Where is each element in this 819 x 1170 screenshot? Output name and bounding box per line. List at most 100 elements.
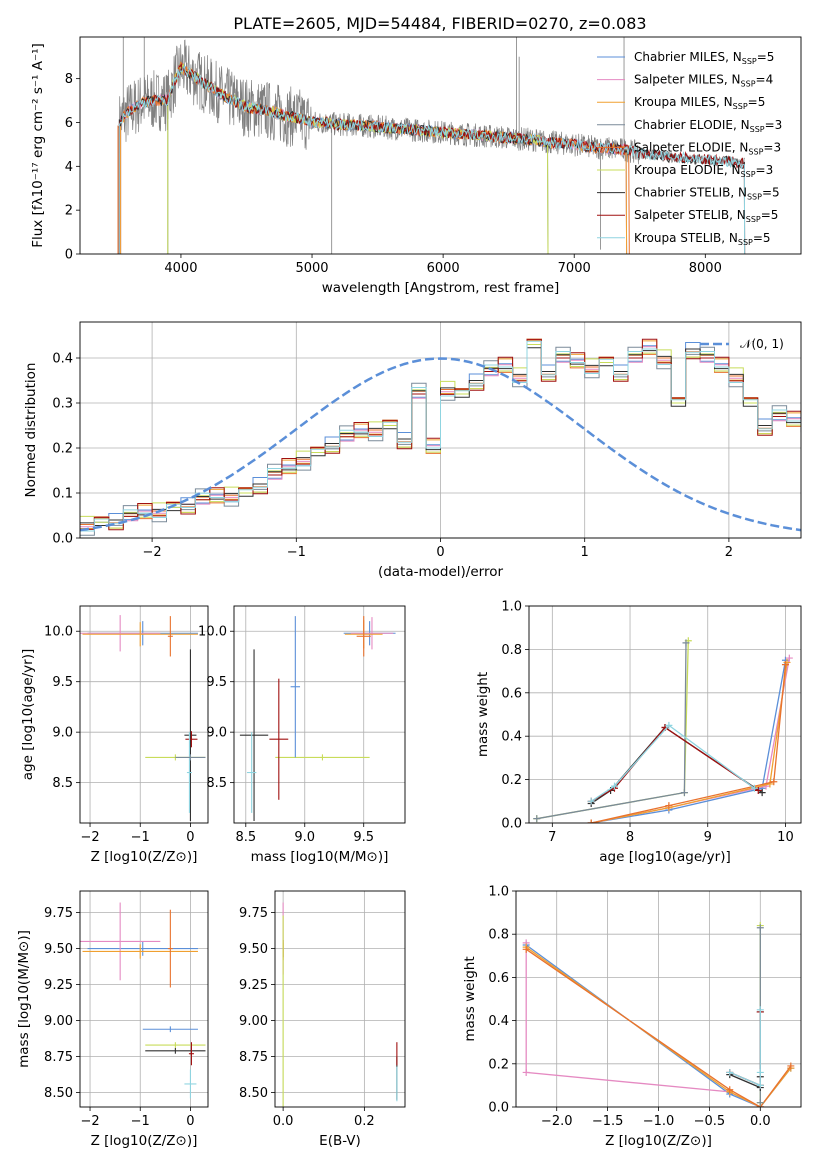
x-axis-label: Z [log10(Z/Z⊙)]	[91, 1133, 198, 1149]
plot-area	[522, 922, 795, 1107]
y-tick-label: 9.50	[239, 942, 268, 957]
x-tick-label: 4000	[164, 261, 197, 276]
plot-area	[117, 37, 746, 254]
y-tick-label: 9.50	[44, 942, 73, 957]
y-tick-label: 0.6	[501, 686, 522, 701]
plot-area	[80, 338, 801, 536]
legend-label: Salpeter ELODIE, NSSP=3	[634, 140, 781, 156]
panel-age_vs_Z: −2 −1 0 8.5 9.0 9.5 10.0 Z [log10(Z/Z⊙)] age [lo…	[20, 605, 209, 865]
x-tick-label: −1.5	[592, 1114, 624, 1129]
axes-frame	[79, 890, 209, 1108]
x-tick-label: −1	[131, 830, 150, 845]
x-tick-label: 8.5	[235, 830, 256, 845]
legend-label: 𝒩(0, 1)	[740, 337, 784, 351]
error-bar-point	[80, 902, 161, 981]
histogram-step-line	[80, 340, 801, 532]
error-bar-point	[184, 1069, 197, 1099]
x-tick-label: 8000	[689, 261, 722, 276]
plot-area	[282, 902, 398, 1107]
error-bar-point	[145, 1047, 206, 1054]
axes-frame	[515, 890, 802, 1108]
y-tick-label: 4	[65, 160, 73, 175]
y-tick-label: 10.0	[44, 625, 73, 640]
y-axis-label: mass [log10(M/M⊙)]	[16, 930, 32, 1068]
x-axis-label: E(B-V)	[319, 1133, 361, 1149]
x-axis-label: Z [log10(Z/Z⊙)]	[605, 1133, 712, 1149]
y-tick-label: 0.2	[501, 773, 522, 788]
y-tick-label: 8.75	[239, 1050, 268, 1065]
y-axis-label: mass weight	[462, 956, 478, 1041]
y-tick-label: 1.0	[501, 600, 522, 615]
x-axis-label: Z [log10(Z/Z⊙)]	[91, 849, 198, 865]
y-tick-label: 9.25	[239, 978, 268, 993]
x-tick-label: 9.5	[353, 830, 374, 845]
weight-marker	[665, 721, 673, 729]
axes-frame	[528, 605, 802, 824]
figure-title: PLATE=2605, MJD=54484, FIBERID=0270, z=0…	[233, 14, 646, 33]
y-tick-label: 0.0	[52, 532, 73, 547]
error-bar-point	[350, 617, 394, 650]
weight-marker	[754, 786, 762, 794]
legend-label: Kroupa STELIB, NSSP=5	[634, 231, 771, 247]
error-bar-point	[145, 1042, 206, 1048]
weight-marker	[665, 802, 673, 810]
weight-marker	[726, 1068, 734, 1076]
x-tick-label: 0.0	[750, 1114, 771, 1129]
y-tick-label: 2	[65, 204, 73, 219]
y-axis-label: Flux [fλ10⁻¹⁷ erg cm⁻² s⁻¹ A⁻¹]	[30, 43, 46, 248]
x-tick-label: −1	[131, 1114, 150, 1129]
y-tick-label: 0.3	[52, 397, 73, 412]
weight-marker	[682, 639, 690, 647]
y-tick-label: 8	[65, 72, 73, 87]
axes-frame	[79, 36, 802, 255]
x-tick-label: −2.0	[541, 1114, 573, 1129]
y-tick-label: 0	[65, 248, 73, 263]
weight-line	[591, 664, 787, 823]
x-tick-label: 8	[626, 830, 634, 845]
axes-frame	[233, 605, 406, 824]
x-tick-label: 10	[777, 830, 794, 845]
y-tick-label: 0.0	[488, 1101, 509, 1116]
error-bar-point	[246, 732, 257, 813]
x-tick-label: 0	[186, 830, 194, 845]
error-bar-point	[80, 615, 161, 652]
x-tick-label: 9	[704, 830, 712, 845]
x-axis-label: (data-model)/error	[378, 564, 504, 580]
error-bar-point	[269, 678, 289, 800]
error-bar-point	[356, 616, 371, 657]
y-tick-label: 8.50	[44, 1086, 73, 1101]
y-tick-label: 8.50	[239, 1086, 268, 1101]
plot-area	[80, 902, 206, 1099]
x-tick-label: −1.0	[643, 1114, 675, 1129]
x-tick-label: 0.2	[354, 1114, 375, 1129]
y-tick-label: 0.1	[52, 487, 73, 502]
x-tick-label: −2	[80, 830, 99, 845]
y-axis-label: age [log10(age/yr)]	[20, 649, 36, 781]
weight-marker	[785, 654, 793, 662]
error-bar-point	[290, 616, 301, 758]
x-tick-label: 7000	[558, 261, 591, 276]
weight-marker	[766, 780, 774, 788]
weight-marker	[758, 789, 766, 797]
weight-marker	[756, 1081, 764, 1089]
y-tick-label: 9.00	[44, 1014, 73, 1029]
x-tick-label: 7	[548, 830, 556, 845]
weight-marker	[522, 1068, 530, 1076]
x-tick-label: 0	[186, 1114, 194, 1129]
plot-area	[80, 615, 206, 821]
panel-residuals: −2 −1 0 1 2 0.0 0.1 0.2 0.3 0.4 (data-model)/error…	[23, 321, 802, 580]
weight-line	[591, 660, 787, 823]
x-tick-label: 2	[725, 545, 733, 560]
weight-marker	[587, 797, 595, 805]
error-bar-point	[82, 944, 198, 959]
x-axis-label: mass [log10(M/M⊙)]	[251, 849, 389, 865]
y-tick-label: 9.75	[239, 906, 268, 921]
y-tick-label: 9.75	[44, 906, 73, 921]
error-bar-point	[142, 1026, 198, 1033]
x-axis-label: age [log10(age/yr)]	[599, 849, 731, 865]
weight-line	[590, 724, 755, 802]
weight-marker	[680, 789, 688, 797]
y-tick-label: 0.8	[488, 928, 509, 943]
panel-mass_vs_EBV: 0.0 0.2 8.50 8.75 9.00 9.25 9.50 9.75 E(B-V)	[239, 890, 406, 1149]
